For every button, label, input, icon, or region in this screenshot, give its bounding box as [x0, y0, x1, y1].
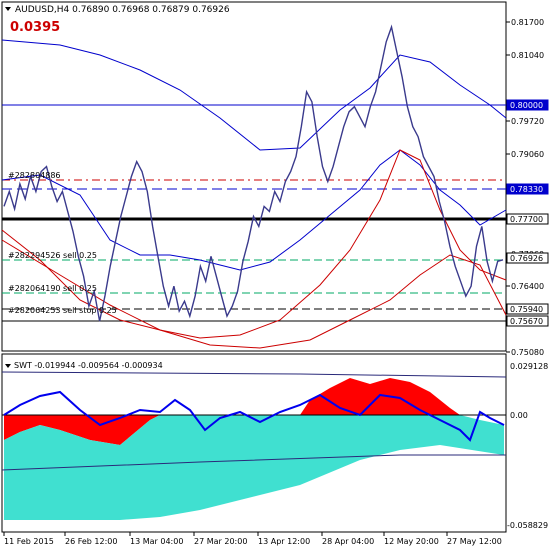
blue-upper-envelope — [1, 39, 507, 151]
time-tick: 27 May 12:00 — [447, 537, 502, 546]
price-tick: 0.76400 — [511, 282, 544, 291]
price-tag-078330 — [506, 183, 549, 195]
blue-middle-envelope — [1, 149, 507, 271]
swt-line — [3, 390, 505, 442]
chevron-down-icon[interactable] — [5, 7, 11, 11]
price-tag-077700 — [506, 213, 549, 225]
price-tag-label: 0.77700 — [510, 215, 543, 224]
order-label-282804886: #282804886 — [8, 171, 61, 180]
indicator-tick: 0.00 — [510, 411, 528, 420]
time-tick: 13 Mar 04:00 — [130, 537, 183, 546]
indicator-chevron-down-icon[interactable] — [5, 364, 11, 368]
price-tick: 0.79720 — [511, 117, 544, 126]
red-upper-envelope — [1, 149, 507, 339]
price-tick: 0.79060 — [511, 150, 544, 159]
price-tick: 0.75080 — [511, 348, 544, 357]
indicator-upper-band — [1, 371, 507, 378]
symbol-title: AUDUSD,H4 0.76890 0.76968 0.76879 0.7692… — [15, 5, 230, 15]
price-tag-075670 — [506, 315, 549, 327]
time-tick: 12 May 20:00 — [384, 537, 439, 546]
price-tick: 0.81700 — [511, 18, 544, 27]
indicator-histogram — [4, 378, 504, 520]
indicator-tick: 0.029128 — [510, 362, 548, 371]
price-tags: 0.80000 0.78330 0.77700 0.76926 0.75940 … — [506, 99, 549, 327]
red-lower-envelope — [1, 239, 507, 349]
order-label-282064190: #282064190 sell 0.25 — [8, 284, 97, 293]
indicator-red-area — [4, 378, 460, 445]
price-tag-label: 0.75670 — [510, 317, 543, 326]
price-tag-label: 0.76926 — [510, 254, 543, 263]
price-tag-080000 — [506, 99, 549, 111]
time-axis[interactable]: 11 Feb 2015 26 Feb 12:00 13 Mar 04:00 27… — [3, 532, 502, 546]
price-tag-label: 0.80000 — [510, 101, 543, 110]
indicator-cyan-area — [4, 415, 504, 520]
price-series-line — [3, 24, 504, 322]
indicator-lower-band — [1, 454, 506, 471]
order-label-282294526: #282294526 sell 0.25 — [8, 251, 97, 260]
time-tick: 27 Mar 20:00 — [194, 537, 247, 546]
main-plot-frame — [1, 1, 507, 352]
price-tag-076926 — [506, 252, 549, 264]
price-tick: 0.81040 — [511, 51, 544, 60]
price-tag-label: 0.78330 — [510, 185, 543, 194]
order-label-282064253: #282064253 sell stop 0.25 — [8, 306, 117, 315]
indicator-tick: -0.058829 — [507, 521, 548, 530]
price-tag-075940 — [506, 303, 549, 315]
time-tick: 28 Apr 04:00 — [322, 537, 374, 546]
time-tick: 11 Feb 2015 — [4, 537, 54, 546]
time-tick: 13 Apr 12:00 — [258, 537, 310, 546]
price-tag-label: 0.75940 — [510, 305, 543, 314]
indicator-title: SWT -0.019944 -0.009564 -0.000934 — [14, 361, 163, 370]
header-value: 0.0395 — [10, 20, 60, 35]
time-tick: 26 Feb 12:00 — [65, 537, 117, 546]
indicator-axis[interactable]: 0.029128 0.00 -0.058829 — [507, 362, 548, 530]
